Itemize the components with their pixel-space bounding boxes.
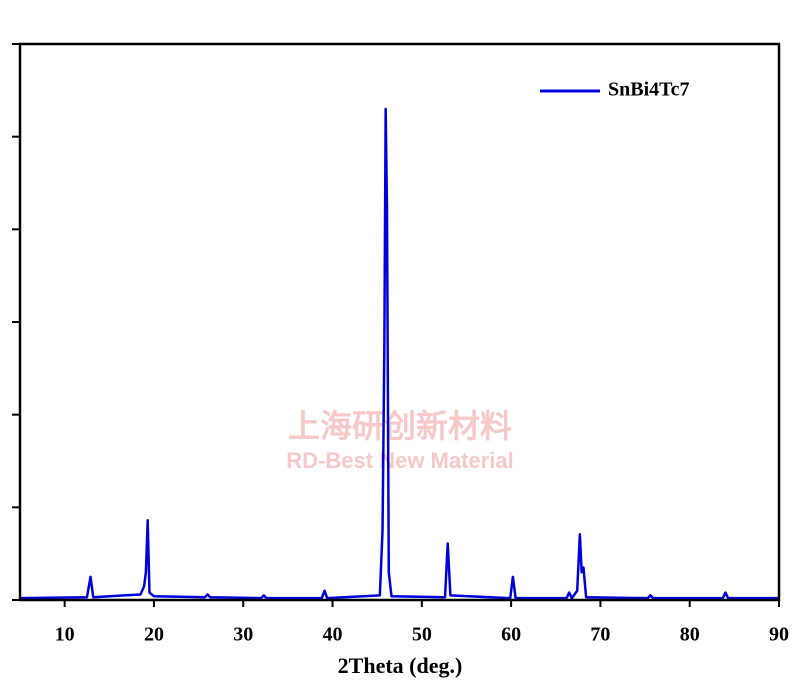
x-tick-label: 20 <box>144 624 164 646</box>
legend-label: SnBi4Tc7 <box>608 79 690 101</box>
x-tick-label: 10 <box>55 624 75 646</box>
x-tick-label: 80 <box>680 624 700 646</box>
x-tick-label: 90 <box>769 624 789 646</box>
x-tick-label: 50 <box>412 624 432 646</box>
plot-frame <box>18 42 781 602</box>
watermark: 上海研创新材料 <box>288 407 512 445</box>
x-tick-label: 60 <box>501 624 521 646</box>
x-tick-label: 30 <box>233 624 253 646</box>
x-axis-title: 2Theta (deg.) <box>338 653 463 678</box>
x-tick-label: 70 <box>590 624 610 646</box>
data-line <box>19 107 779 600</box>
x-tick-label: 40 <box>323 624 343 646</box>
watermark: RD-Best New Material <box>286 448 513 473</box>
